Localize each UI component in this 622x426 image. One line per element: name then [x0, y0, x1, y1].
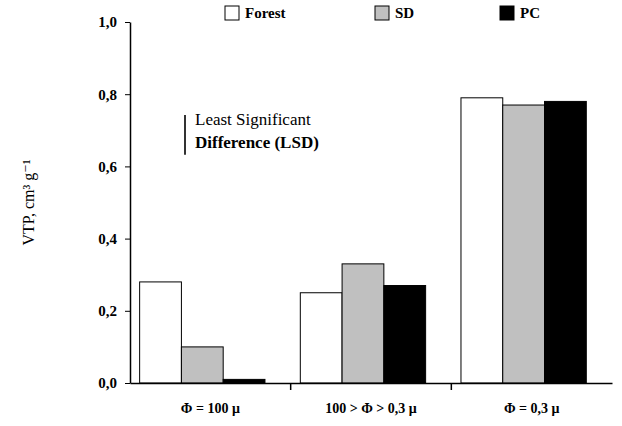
y-tick-mark: [125, 22, 130, 23]
lsd-label: Difference (LSD): [195, 133, 319, 152]
y-tick-label: 0,0: [98, 375, 117, 391]
y-tick-mark: [125, 239, 130, 240]
legend-item: Forest: [225, 5, 286, 21]
y-tick-mark: [125, 311, 130, 312]
y-tick: 0,2: [98, 303, 130, 319]
y-tick: 1,0: [98, 14, 130, 30]
legend-label: Forest: [245, 5, 286, 21]
group-separator: [290, 383, 292, 390]
bar: [384, 286, 426, 383]
legend-swatch: [375, 6, 389, 20]
lsd-annotation: Least Significant Difference (LSD): [185, 110, 319, 155]
legend-swatch: [500, 6, 514, 20]
y-axis-line: [130, 23, 132, 384]
y-tick-label: 0,8: [98, 87, 117, 103]
bar: [181, 347, 223, 383]
bar: [223, 379, 265, 383]
y-tick-mark: [125, 94, 130, 95]
y-tick: 0,0: [98, 375, 130, 391]
bar: [140, 282, 182, 383]
bars: [140, 98, 587, 383]
y-axis: 0,0 0,2 0,4 0,6 0,8 1,0: [98, 14, 130, 391]
y-axis-title: VTP, cm³ g⁻¹: [20, 159, 38, 245]
legend-swatch: [225, 6, 239, 20]
legend-item: SD: [375, 5, 414, 21]
y-tick-label: 1,0: [98, 14, 117, 30]
x-tick: Φ = 0,3 μ: [504, 383, 560, 416]
x-tick-label: 100 > Φ > 0,3 μ: [325, 401, 417, 416]
y-tick-mark: [125, 166, 130, 167]
y-tick-mark: [125, 383, 130, 384]
bar: [342, 264, 384, 383]
bar: [503, 105, 545, 383]
plot-area: 0,0 0,2 0,4 0,6 0,8 1,0 Φ = 100 μ 100 > Φ > 0,3…: [98, 14, 612, 416]
y-tick: 0,4: [98, 231, 130, 247]
y-tick: 0,6: [98, 159, 130, 175]
lsd-bar: [184, 115, 186, 155]
bar: [461, 98, 503, 383]
x-axis: Φ = 100 μ 100 > Φ > 0,3 μ Φ = 0,3 μ: [131, 383, 613, 416]
legend: Forest SD PC: [225, 5, 540, 21]
bar: [545, 101, 587, 383]
legend-label: SD: [395, 5, 414, 21]
legend-item: PC: [500, 5, 540, 21]
x-tick: Φ = 100 μ: [181, 383, 240, 416]
y-tick: 0,8: [98, 87, 130, 103]
y-tick-label: 0,6: [98, 159, 117, 175]
y-tick-label: 0,2: [98, 303, 117, 319]
x-axis-line: [131, 383, 613, 385]
group-separator: [451, 383, 453, 390]
bar: [300, 293, 342, 383]
x-tick-label: Φ = 0,3 μ: [504, 401, 560, 416]
legend-label: PC: [520, 5, 540, 21]
chart: 0,0 0,2 0,4 0,6 0,8 1,0 Φ = 100 μ 100 > Φ > 0,3…: [0, 0, 622, 426]
x-tick: 100 > Φ > 0,3 μ: [325, 383, 417, 416]
y-tick-label: 0,4: [98, 231, 117, 247]
lsd-label: Least Significant: [195, 110, 311, 129]
x-tick-label: Φ = 100 μ: [181, 401, 240, 416]
